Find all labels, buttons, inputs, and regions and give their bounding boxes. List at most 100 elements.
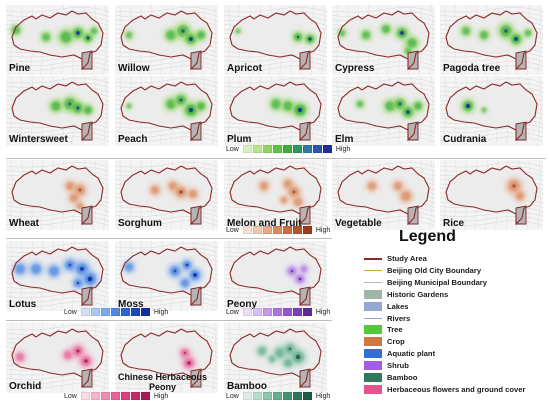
scale-swatch (100, 308, 110, 316)
panel-label: Pagoda tree (443, 63, 501, 74)
scale-low-label: Low (226, 145, 239, 153)
density-hotspots (148, 179, 200, 201)
map-graphic (115, 5, 218, 75)
map-graphic (440, 160, 543, 230)
map-graphic (115, 241, 218, 311)
map-panel-willow: Willow (115, 5, 218, 75)
density-hotspots (336, 22, 421, 57)
legend-label: Beijing Municipal Boundary (387, 277, 487, 287)
scale-swatches (242, 145, 333, 153)
legend-symbol (364, 325, 382, 335)
scale-swatch (140, 392, 150, 400)
legend-label: Rivers (387, 313, 411, 323)
panel-label: Wintersweet (9, 134, 68, 145)
map-panel-wheat: Wheat (6, 160, 109, 230)
density-hotspots (233, 26, 317, 46)
density-hotspots (267, 95, 310, 120)
panel-label: Plum (227, 134, 252, 145)
scale-swatch (80, 392, 90, 400)
map-panel-moss: Moss (115, 241, 218, 311)
scale-swatch (282, 392, 292, 400)
separator-line (6, 320, 332, 321)
density-hotspots (11, 256, 100, 290)
scale-low-label: Low (226, 226, 239, 234)
map-panel-sorghum: Sorghum (115, 160, 218, 230)
legend-item: Study Area (364, 253, 427, 264)
scale-swatch (140, 308, 150, 316)
panel-label: Willow (118, 63, 150, 74)
scale-swatch (272, 145, 282, 153)
legend-symbol (364, 361, 382, 371)
density-hotspots (459, 21, 534, 48)
scale-swatch (242, 145, 252, 153)
map-graphic (224, 241, 327, 311)
panel-label: Moss (118, 299, 144, 310)
scale-swatch (322, 145, 332, 153)
map-graphic (224, 323, 327, 393)
map-panel-chinese-herbaceous-peony: Chinese Herbaceous Peony (115, 323, 218, 393)
density-hotspots (459, 97, 489, 115)
scale-swatch (292, 392, 302, 400)
scale-swatch (302, 308, 312, 316)
scale-swatch (272, 392, 282, 400)
legend-symbol (364, 349, 382, 359)
scale-swatch (262, 392, 272, 400)
panel-label: Cypress (335, 63, 375, 74)
density-hotspots (354, 95, 425, 121)
scale-swatches (80, 392, 151, 400)
map-panel-plum: Plum (224, 76, 327, 146)
map-graphic (224, 5, 327, 75)
legend-item: Beijing Municipal Boundary (364, 277, 487, 288)
map-panel-peach: Peach (115, 76, 218, 146)
scale-low-label: Low (64, 392, 77, 400)
map-graphic (6, 5, 109, 75)
scale-low-label: Low (226, 392, 239, 400)
legend-symbol (364, 301, 382, 311)
map-graphic (115, 160, 218, 230)
scale-swatch (110, 308, 120, 316)
density-hotspots (47, 94, 95, 117)
scale-swatch (272, 226, 282, 234)
legend-item: Historic Gardens (364, 289, 448, 300)
scale-swatch (302, 392, 312, 400)
map-panel-cypress: Cypress (332, 5, 435, 75)
legend-label: Study Area (387, 254, 427, 263)
density-hotspots (124, 91, 208, 120)
scale-swatch (312, 145, 322, 153)
scale-swatch (90, 308, 100, 316)
scale-swatch (80, 308, 90, 316)
scale-swatch (302, 226, 312, 234)
legend-label: Herbaceous flowers and ground cover (387, 384, 526, 394)
map-graphic (6, 160, 109, 230)
scale-swatch (272, 308, 282, 316)
scale-swatch (262, 308, 272, 316)
legend-label: Crop (387, 337, 405, 347)
density-hotspots (504, 176, 527, 203)
map-panel-lotus: Lotus (6, 241, 109, 311)
scale-swatch (242, 226, 252, 234)
legend-label: Historic Gardens (387, 289, 449, 299)
scale-swatch (282, 145, 292, 153)
panel-label-line1: Chinese Herbaceous (118, 372, 208, 383)
separator-line (6, 238, 332, 239)
panel-label: Rice (443, 218, 465, 229)
legend-item: Rivers (364, 313, 410, 324)
legend-symbol (364, 373, 382, 382)
density-hotspots (122, 258, 204, 290)
legend-symbol (364, 278, 382, 287)
legend-item: Aquatic plant (364, 348, 435, 359)
tree-color-scale: Low High (226, 145, 350, 153)
legend-item: Bamboo (364, 372, 417, 383)
legend-label: Lakes (387, 301, 409, 311)
scale-high-label: High (335, 145, 351, 153)
separator-line (6, 158, 546, 159)
scale-high-label: High (315, 308, 331, 316)
panel-label: Lotus (9, 299, 37, 310)
scale-swatch (282, 308, 292, 316)
scale-swatches (80, 308, 151, 316)
scale-swatch (292, 226, 302, 234)
map-graphic (332, 76, 435, 146)
scale-swatch (242, 392, 252, 400)
legend-symbol (364, 384, 382, 394)
scale-swatch (130, 308, 140, 316)
